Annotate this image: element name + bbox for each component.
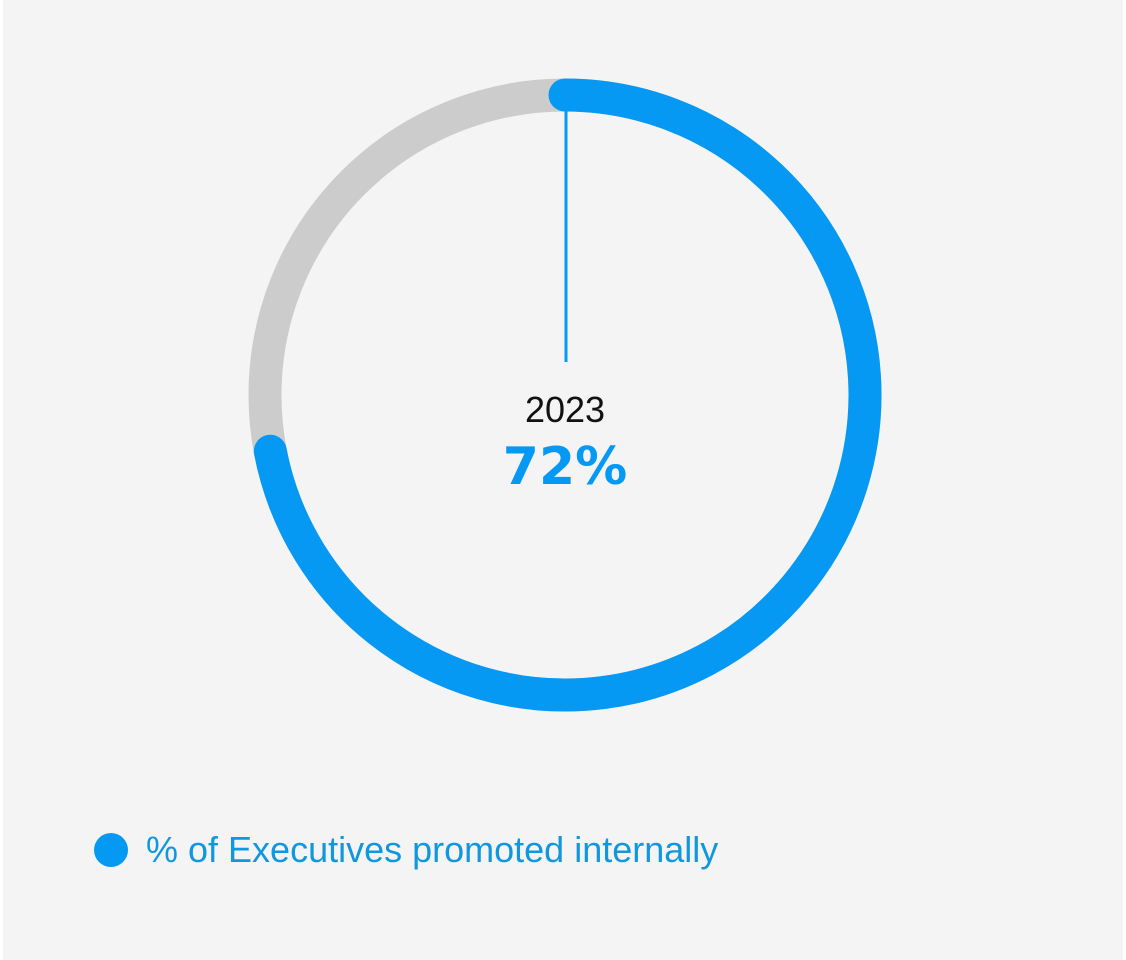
chart-panel [3,0,1123,960]
center-value-label: 72% [503,437,627,497]
donut-layer [248,78,882,712]
center-year-label: 2023 [525,389,605,430]
legend-swatch-dot [94,833,128,867]
donut-value-arc [253,78,882,712]
chart-legend: % of Executives promoted internally [94,826,718,874]
legend-entry-label: % of Executives promoted internally [146,829,719,870]
